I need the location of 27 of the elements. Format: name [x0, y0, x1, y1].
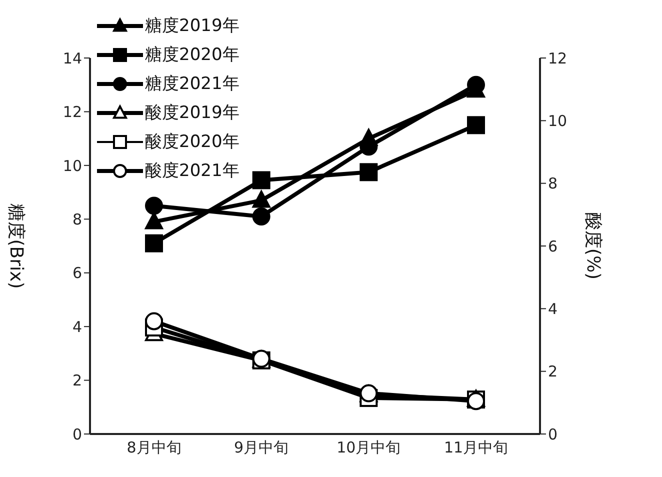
legend-label: 酸度2021年	[145, 160, 240, 182]
x-tick-label: 11月中旬	[444, 438, 508, 457]
y-tick-label: 0	[72, 425, 82, 444]
y-tick-label: 8	[72, 210, 82, 228]
x-tick-label: 9月中旬	[234, 438, 289, 457]
y2-tick-label: 4	[548, 300, 558, 318]
y2-tick-label: 6	[548, 237, 558, 256]
y2-tick-label: 8	[548, 174, 558, 193]
legend-label: 酸度2019年	[145, 102, 240, 124]
legend-label: 糖度2019年	[145, 15, 240, 37]
x-tick-label: 8月中旬	[126, 438, 182, 457]
y-tick-label: 2	[72, 372, 82, 390]
y2-tick-label: 10	[548, 112, 568, 130]
x-tick-label: 10月中旬	[336, 438, 401, 457]
y2-tick-label: 2	[548, 362, 558, 381]
y-tick-label: 4	[72, 318, 82, 336]
y-tick-label: 10	[62, 156, 82, 175]
y2-axis-title: 酸度(%)	[582, 212, 604, 280]
y2-tick-label: 12	[548, 49, 568, 68]
legend-label: 酸度2020年	[145, 131, 240, 153]
legend-label: 糖度2021年	[145, 73, 240, 95]
y-tick-label: 12	[62, 103, 82, 122]
y-axis-title: 糖度(Brix)	[6, 203, 27, 289]
legend-label: 糖度2020年	[145, 44, 240, 66]
y-tick-label: 6	[72, 264, 82, 282]
y-tick-label: 14	[62, 49, 82, 68]
y2-tick-label: 0	[548, 425, 558, 444]
